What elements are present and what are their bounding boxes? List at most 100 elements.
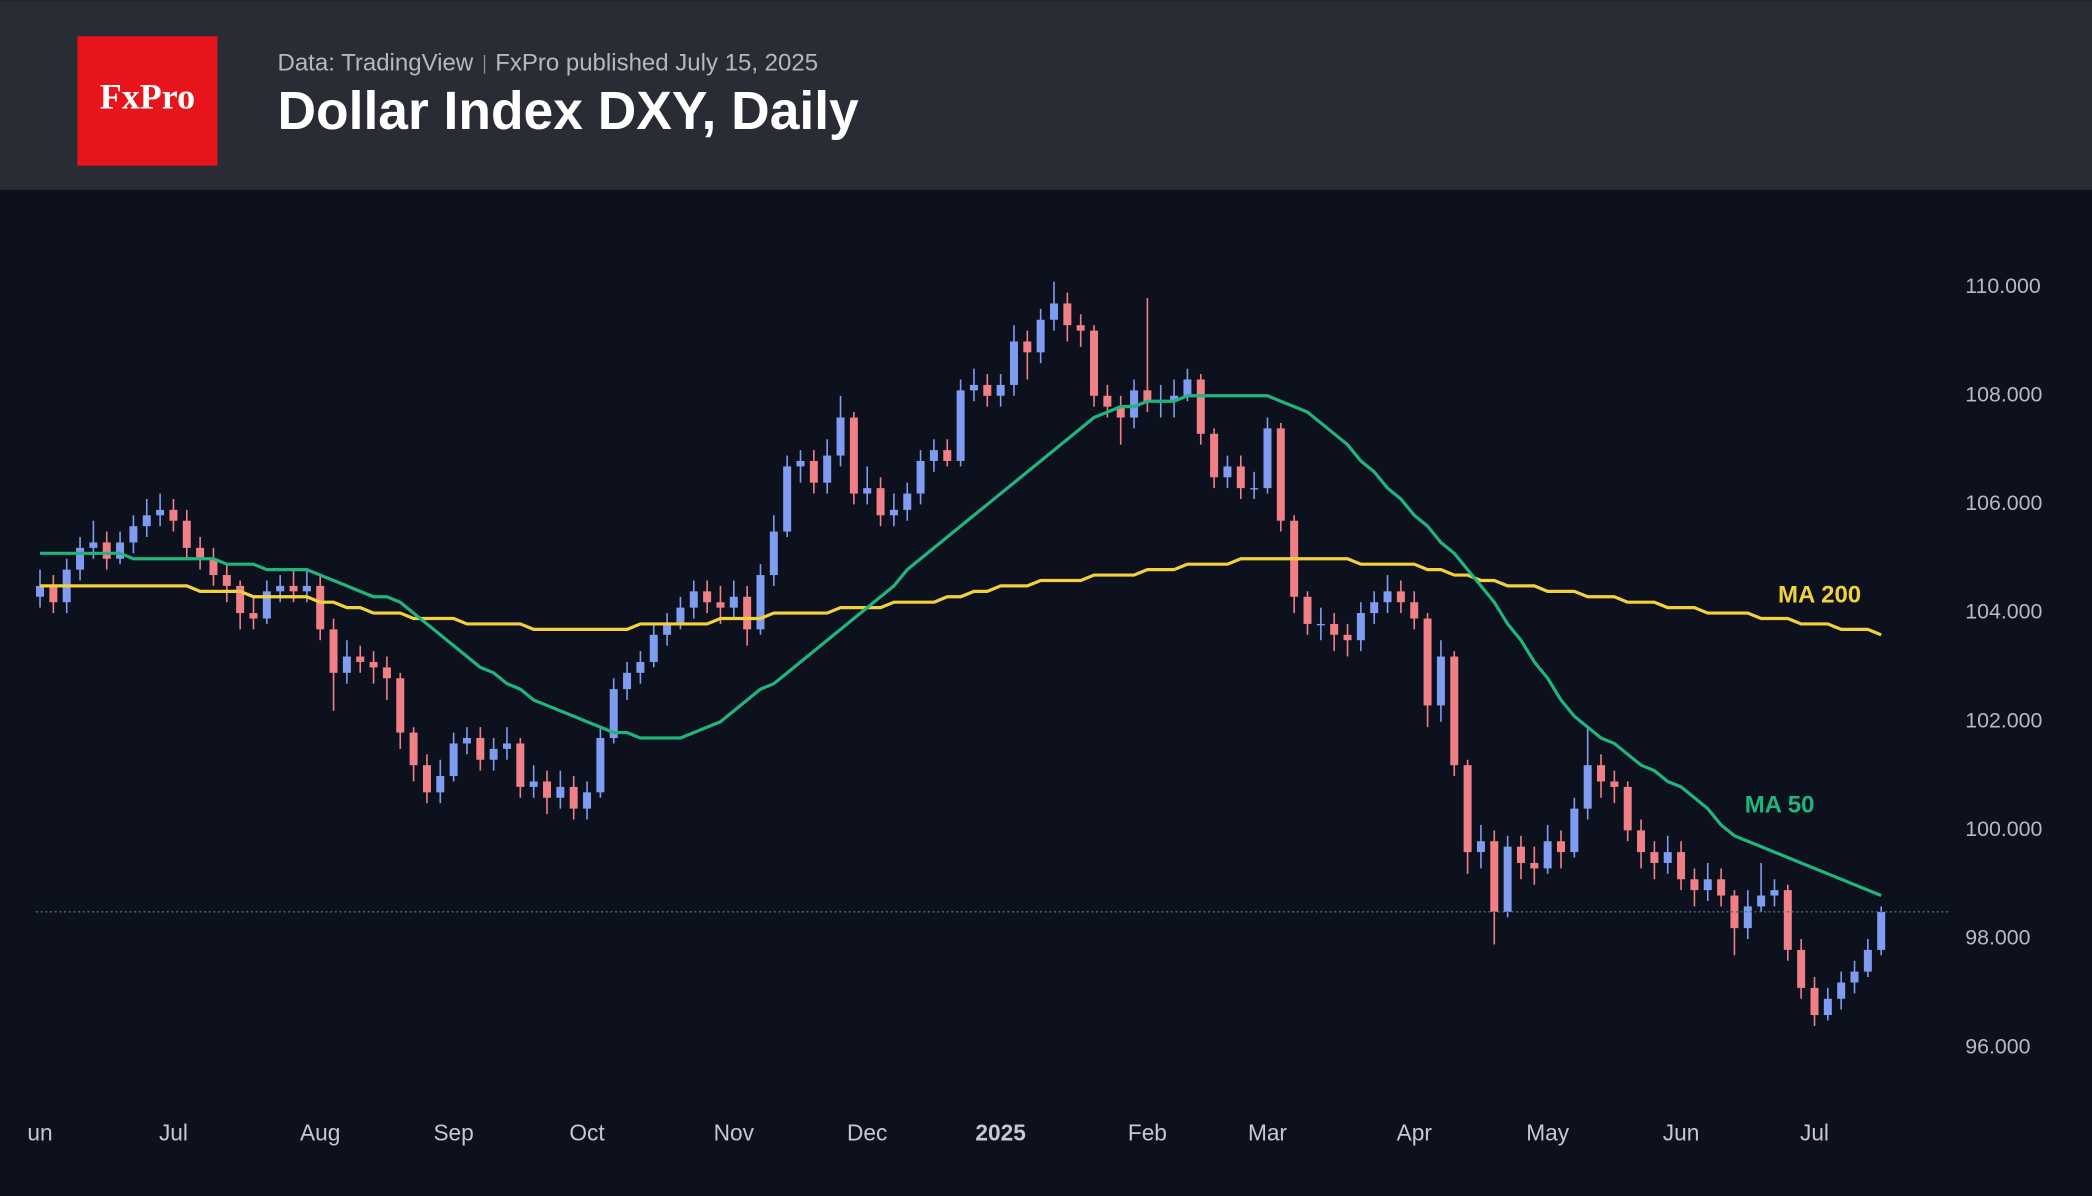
candle-body	[1036, 319, 1045, 353]
candle-body	[729, 596, 738, 608]
candle-body	[316, 585, 325, 630]
candle-body	[1143, 390, 1152, 402]
candle-body	[1076, 325, 1085, 331]
candle-body	[489, 748, 498, 760]
candle-body	[1130, 390, 1139, 418]
candle-body	[169, 509, 178, 521]
candle-body	[409, 732, 418, 766]
candle-body	[1476, 841, 1485, 853]
candle-body	[1210, 433, 1219, 478]
candle-body	[1677, 852, 1686, 880]
candle-body	[422, 765, 431, 793]
candle-body	[182, 520, 191, 548]
candle-body	[1463, 765, 1472, 853]
candle-body	[262, 591, 271, 619]
candle-body	[543, 781, 552, 798]
candle-body	[1863, 949, 1872, 972]
candle-body	[342, 656, 351, 673]
candle-body	[943, 450, 952, 461]
candle-body	[1717, 879, 1726, 896]
x-tick-label: 2025	[975, 1119, 1025, 1145]
candle-body	[1650, 852, 1659, 863]
y-tick-label: 104.000	[1965, 600, 2042, 624]
x-tick-label: Oct	[569, 1119, 605, 1145]
candle-body	[102, 542, 111, 559]
candle-body	[1556, 841, 1565, 853]
candle-body	[1503, 846, 1512, 912]
candle-body	[1436, 656, 1445, 706]
candle-body	[222, 575, 231, 586]
candle-body	[1783, 890, 1792, 950]
candle-body	[356, 656, 365, 662]
x-tick-label: Aug	[300, 1119, 340, 1145]
y-tick-label: 100.000	[1965, 817, 2042, 841]
candle-body	[596, 738, 605, 793]
candle-body	[382, 667, 391, 679]
candle-body	[1263, 428, 1272, 489]
x-tick-label: Jul	[1800, 1119, 1829, 1145]
candle-body	[649, 634, 658, 662]
candle-body	[276, 585, 285, 592]
candle-body	[249, 613, 258, 619]
candle-body	[1516, 846, 1525, 863]
candle-body	[1183, 379, 1192, 396]
candle-body	[76, 547, 85, 570]
candle-body	[462, 738, 471, 744]
candle-body	[1810, 987, 1819, 1016]
candle-body	[583, 792, 592, 809]
series-label: MA 50	[1745, 792, 1815, 819]
candle-body	[1450, 656, 1459, 766]
candle-body	[876, 488, 885, 516]
candle-body	[1570, 808, 1579, 853]
candle-body	[569, 786, 578, 809]
candle-body	[703, 591, 712, 603]
candle-body	[209, 558, 218, 576]
candle-body	[956, 390, 965, 461]
candle-body	[476, 738, 485, 760]
candle-body	[1543, 841, 1552, 869]
candle-body	[236, 585, 245, 614]
candle-body	[1236, 466, 1245, 489]
candle-body	[1823, 998, 1832, 1016]
candle-body	[1009, 341, 1018, 385]
candle-body	[916, 460, 925, 494]
candle-body	[1743, 906, 1752, 929]
candle-body	[516, 743, 525, 787]
candle-body	[1663, 852, 1672, 863]
candle-body	[1797, 949, 1806, 988]
candle-body	[1330, 623, 1339, 635]
candle-body	[502, 743, 511, 749]
moving-average-line	[40, 394, 1882, 898]
candle-body	[996, 384, 1005, 396]
candle-body	[156, 509, 165, 516]
candle-body	[1597, 765, 1606, 782]
candle-body	[769, 531, 778, 576]
candle-body	[1223, 466, 1232, 478]
candle-body	[1770, 890, 1779, 896]
candle-body	[609, 689, 618, 739]
candle-body	[1303, 596, 1312, 624]
candle-body	[903, 493, 912, 510]
candle-body	[36, 585, 45, 597]
candle-body	[1116, 406, 1125, 418]
candle-body	[89, 542, 98, 548]
y-tick-label: 108.000	[1965, 382, 2042, 406]
y-tick-label: 106.000	[1965, 491, 2042, 515]
candle-body	[49, 585, 58, 603]
x-tick-label: Jul	[159, 1119, 188, 1145]
plot-area: 96.000 98.000 100.000 102.000 104.000 106.000…	[27, 274, 2042, 1146]
candle-body	[1276, 428, 1285, 521]
candle-body	[556, 786, 565, 798]
candle-body	[1063, 303, 1072, 326]
header-bar	[0, 0, 2092, 190]
candle-body	[796, 460, 805, 467]
candle-body	[302, 585, 311, 592]
candle-body	[436, 776, 445, 793]
candle-body	[809, 460, 818, 483]
candle-body	[1530, 862, 1539, 869]
y-tick-label: 102.000	[1965, 708, 2042, 732]
published: FxPro published July 15, 2025	[495, 50, 818, 77]
data-source: Data: TradingView	[278, 50, 474, 77]
candle-body	[1196, 379, 1205, 434]
